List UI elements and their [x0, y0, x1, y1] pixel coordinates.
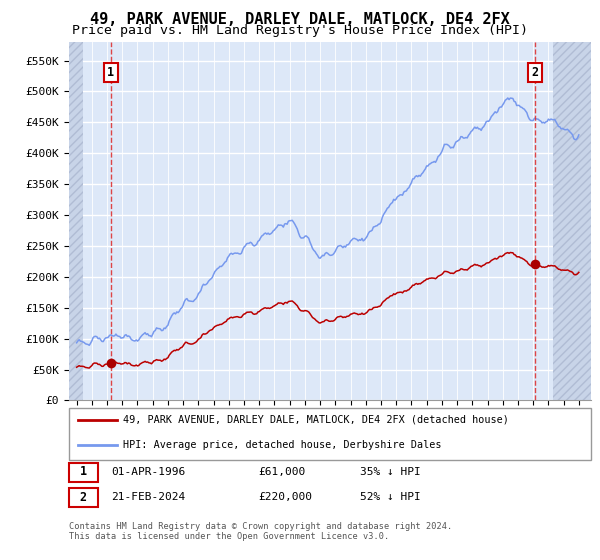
Text: 49, PARK AVENUE, DARLEY DALE, MATLOCK, DE4 2FX (detached house): 49, PARK AVENUE, DARLEY DALE, MATLOCK, D…: [123, 415, 509, 425]
Text: 2: 2: [80, 491, 87, 504]
Text: 21-FEB-2024: 21-FEB-2024: [111, 492, 185, 502]
Text: HPI: Average price, detached house, Derbyshire Dales: HPI: Average price, detached house, Derb…: [123, 440, 442, 450]
Text: 35% ↓ HPI: 35% ↓ HPI: [360, 466, 421, 477]
Text: 52% ↓ HPI: 52% ↓ HPI: [360, 492, 421, 502]
Text: Price paid vs. HM Land Registry's House Price Index (HPI): Price paid vs. HM Land Registry's House …: [72, 24, 528, 37]
Text: Contains HM Land Registry data © Crown copyright and database right 2024.
This d: Contains HM Land Registry data © Crown c…: [69, 522, 452, 542]
Text: £61,000: £61,000: [258, 466, 305, 477]
Text: 1: 1: [80, 465, 87, 478]
Text: 2: 2: [532, 66, 539, 79]
Text: £220,000: £220,000: [258, 492, 312, 502]
Text: 49, PARK AVENUE, DARLEY DALE, MATLOCK, DE4 2FX: 49, PARK AVENUE, DARLEY DALE, MATLOCK, D…: [90, 12, 510, 27]
Bar: [69, 42, 83, 400]
Text: 1: 1: [107, 66, 115, 79]
Bar: [553, 42, 591, 400]
Text: 01-APR-1996: 01-APR-1996: [111, 466, 185, 477]
